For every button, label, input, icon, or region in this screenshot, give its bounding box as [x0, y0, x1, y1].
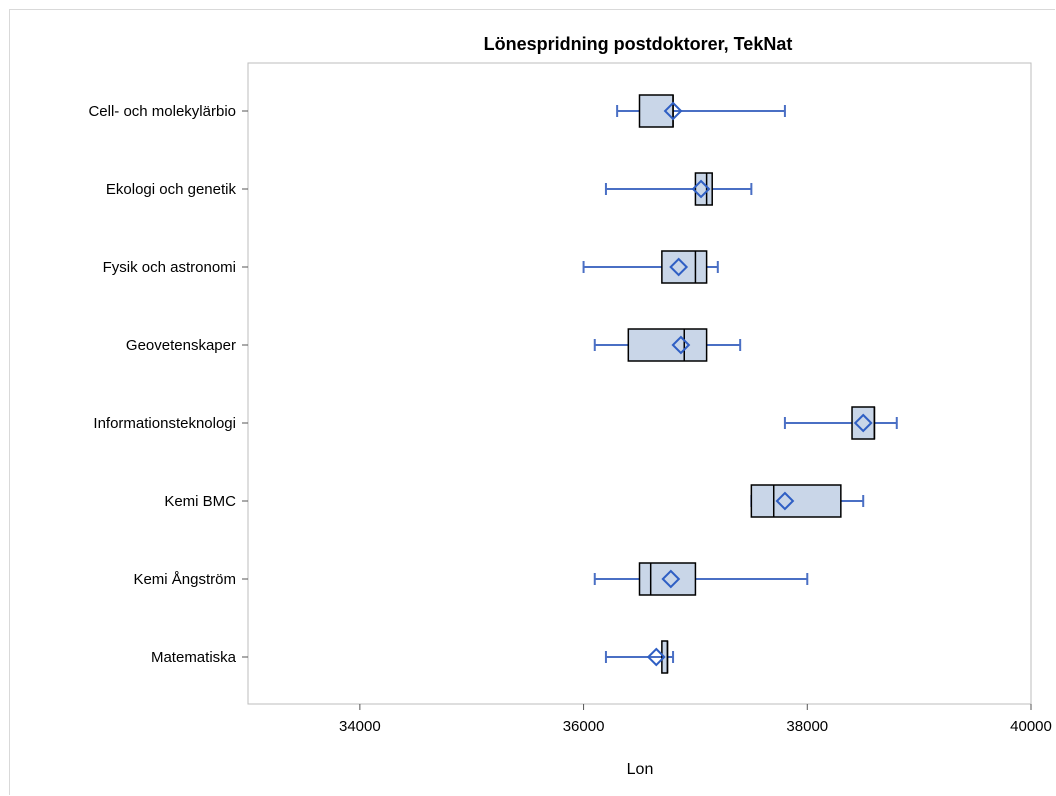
mean-marker [775, 491, 795, 511]
x-tick-label: 34000 [339, 718, 381, 735]
mean-marker [669, 257, 689, 277]
iqr-box [627, 328, 708, 362]
box-matematiska [604, 640, 675, 674]
box-kemi-bmc [750, 484, 865, 518]
iqr-box [638, 94, 674, 128]
box-fysik-och-astronomi [582, 250, 719, 284]
y-tick-label: Geovetenskaper [126, 337, 236, 354]
y-tick-label: Fysik och astronomi [103, 259, 236, 276]
box-kemi-ångström [593, 562, 809, 596]
y-tick-label: Ekologi och genetik [106, 181, 237, 198]
box-informationsteknologi [783, 406, 898, 440]
y-tick-label: Informationsteknologi [93, 415, 236, 432]
y-tick-label: Matematiska [151, 649, 237, 666]
mean-marker [671, 335, 691, 355]
x-tick-label: 38000 [786, 718, 828, 735]
mean-marker [661, 569, 681, 589]
iqr-box [661, 250, 708, 284]
chart-frame [9, 9, 1055, 795]
x-axis-label: Lon [627, 761, 654, 778]
box-geovetenskaper [593, 328, 742, 362]
y-axis: Cell- och molekylärbio Ekologi och geneti… [88, 103, 248, 666]
y-tick-label: Kemi BMC [164, 493, 236, 510]
plot-area [247, 62, 1032, 705]
mean-marker [853, 413, 873, 433]
box-cell-och-molekylärbio [616, 94, 786, 128]
box-series [582, 94, 898, 674]
mean-marker [691, 179, 711, 199]
x-tick-label: 40000 [1010, 718, 1052, 735]
x-axis: 34000 36000 38000 40000 [339, 704, 1052, 735]
y-tick-label: Kemi Ångström [133, 571, 236, 588]
y-tick-label: Cell- och molekylärbio [88, 103, 236, 120]
x-tick-label: 36000 [563, 718, 605, 735]
box-ekologi-och-genetik [604, 172, 753, 206]
mean-marker [646, 647, 666, 667]
mean-marker [663, 101, 683, 121]
iqr-box [638, 562, 697, 596]
chart-title: Lönespridning postdoktorer, TekNat [484, 34, 793, 54]
iqr-box [750, 484, 842, 518]
